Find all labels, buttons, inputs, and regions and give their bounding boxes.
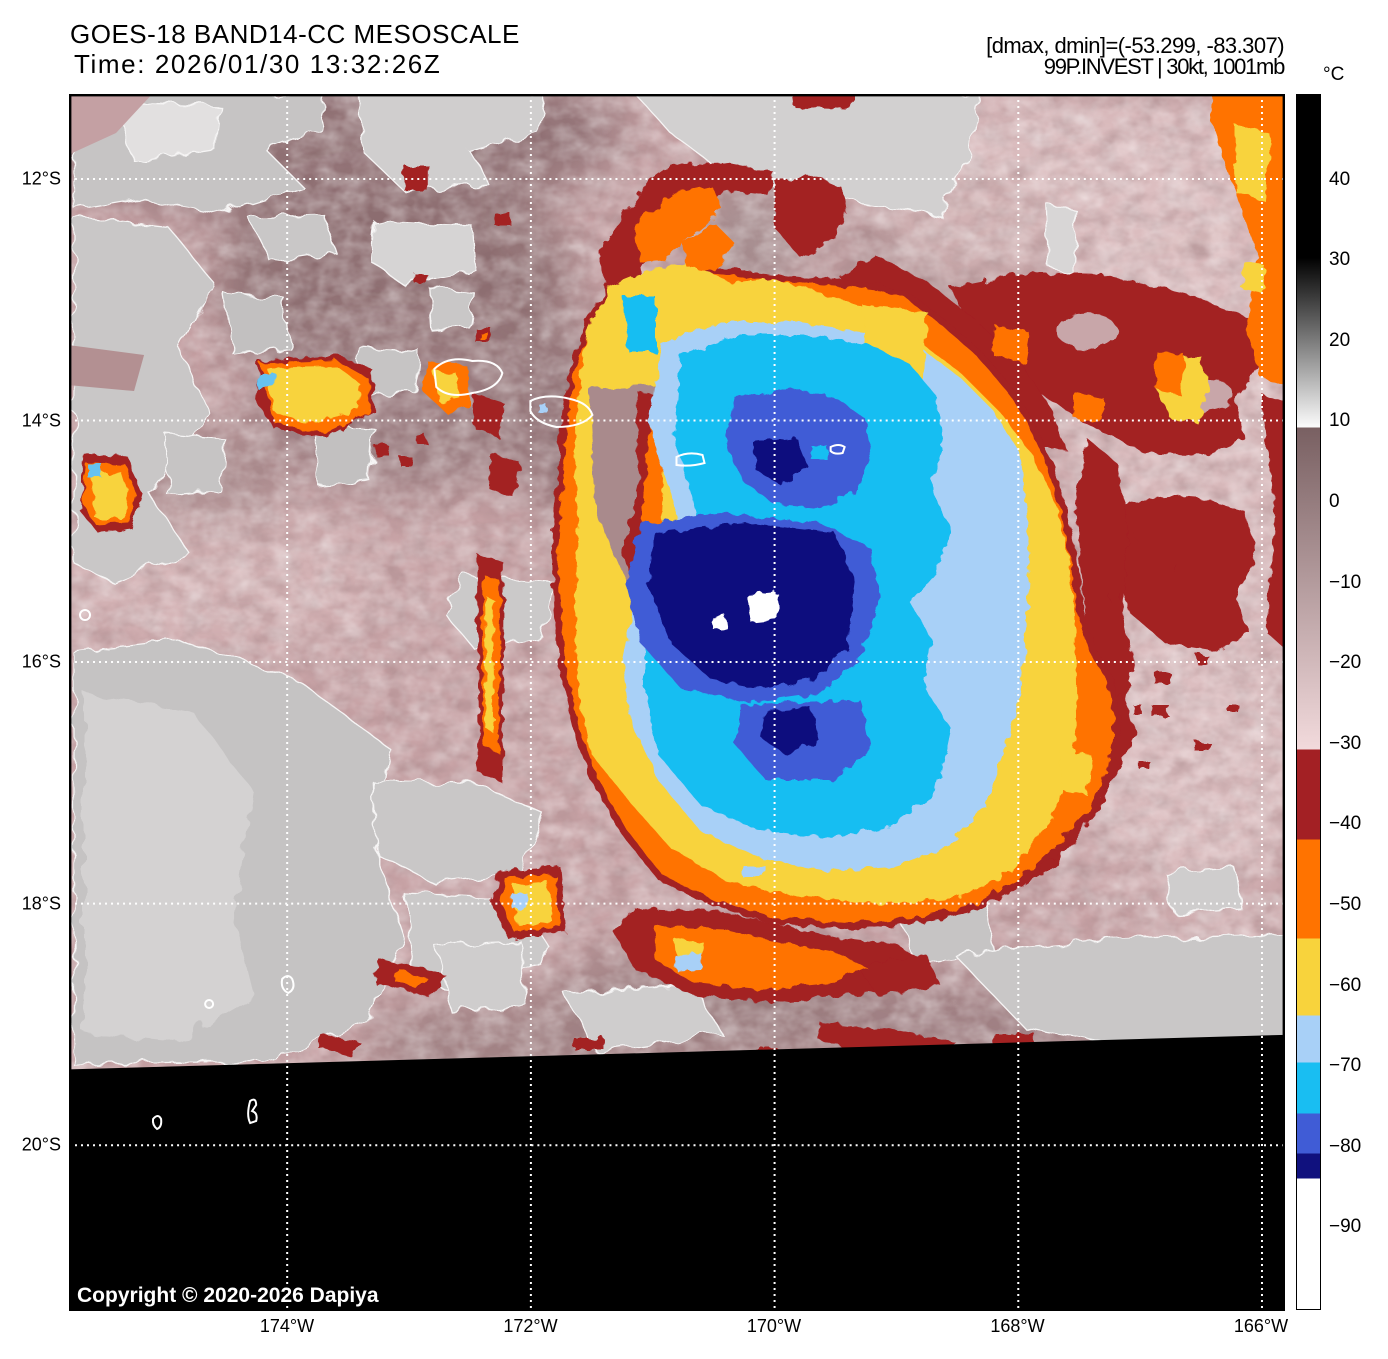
svg-text:Copyright © 2020-2026 Dapiya: Copyright © 2020-2026 Dapiya (77, 1284, 379, 1307)
